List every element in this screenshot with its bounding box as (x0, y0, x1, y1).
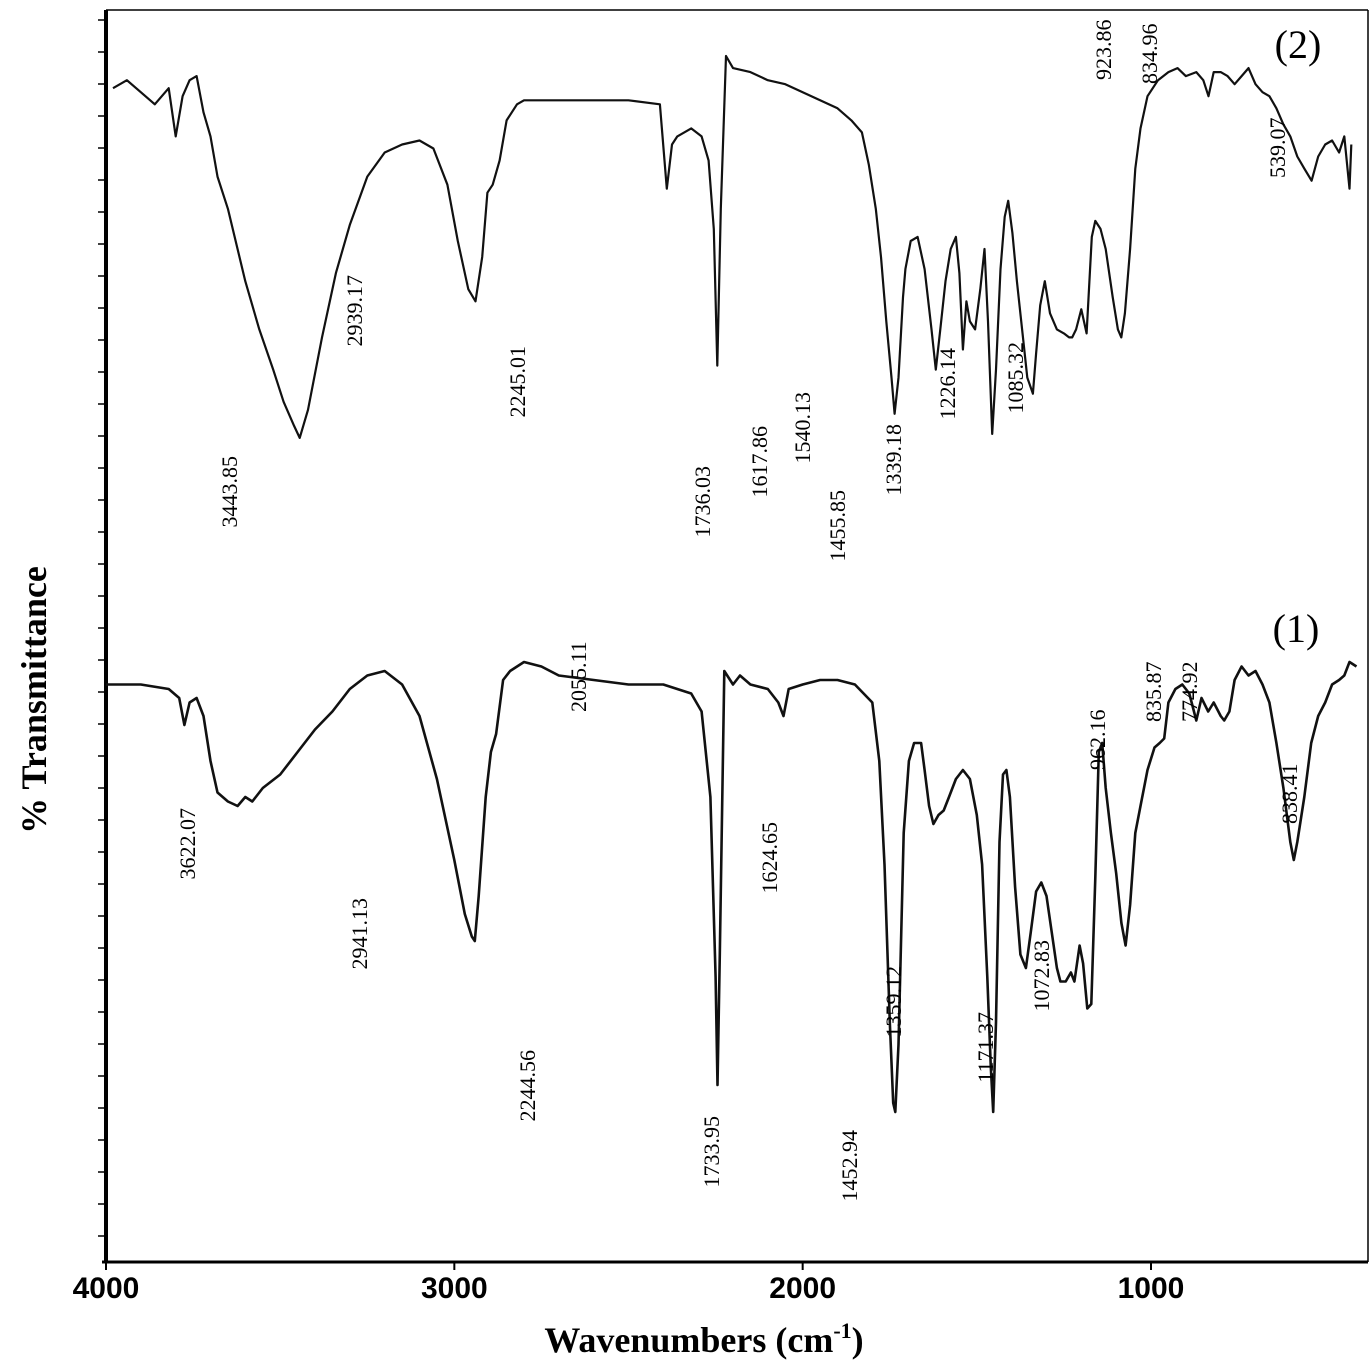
peak-label: 3443.85 (217, 456, 242, 528)
peak-label: 1624.65 (757, 822, 782, 894)
peak-label: 923.86 (1091, 20, 1116, 81)
x-tick-label: 1000 (1118, 1272, 1185, 1305)
peak-label: 962.16 (1085, 710, 1110, 771)
peak-label: 1733.95 (699, 1116, 724, 1188)
spectrum-line-1 (106, 662, 1357, 1112)
x-axis-ticks: 4000 3000 2000 1000 (73, 1262, 1185, 1305)
peak-label: 2055.11 (566, 641, 591, 712)
y-axis-title: % Transmittance (14, 566, 54, 834)
x-tick-label: 2000 (769, 1272, 836, 1305)
peak-label: 1455.85 (825, 490, 850, 562)
series-label: (1) (1273, 606, 1320, 651)
peak-label: 539.07 (1265, 118, 1290, 179)
x-axis-title: Wavenumbers (cm-1) (544, 1318, 863, 1360)
peak-label: 1736.03 (690, 466, 715, 538)
peak-label: 2244.56 (515, 1050, 540, 1122)
peak-label: 1085.32 (1003, 342, 1028, 414)
peak-label: 838.41 (1277, 764, 1302, 825)
peak-label: 2941.13 (347, 898, 372, 970)
peak-label: 774.92 (1177, 662, 1202, 723)
plot-frame (102, 10, 1368, 1262)
x-tick-label: 4000 (73, 1272, 140, 1305)
series-label: (2) (1275, 22, 1322, 67)
x-tick-label: 3000 (421, 1272, 488, 1305)
peak-label: 2939.17 (342, 275, 367, 347)
peak-label: 1171.37 (973, 1012, 998, 1083)
peak-labels-layer: (2) 3443.85 2939.17 2245.01 1736.03 1617.86 15… (175, 20, 1321, 1202)
x-axis-title-text: Wavenumbers (cm (544, 1320, 833, 1360)
peak-label: 1359.12 (881, 966, 906, 1038)
x-axis-title-sup: -1 (833, 1318, 851, 1343)
peak-label: 3622.07 (175, 808, 200, 880)
peak-label: 835.87 (1141, 662, 1166, 723)
spectrum-line-2 (113, 56, 1351, 438)
peak-label: 1226.14 (935, 348, 960, 420)
peak-label: 2245.01 (505, 346, 530, 418)
peak-label: 834.96 (1137, 24, 1162, 85)
peak-label: 1617.86 (747, 426, 772, 498)
x-axis-title-close: ) (852, 1320, 864, 1360)
peak-label: 1540.13 (790, 392, 815, 464)
spectra-layer (106, 56, 1357, 1112)
peak-label: 1072.83 (1029, 940, 1054, 1012)
peak-label: 1339.18 (881, 424, 906, 496)
peak-label: 1452.94 (837, 1130, 862, 1202)
